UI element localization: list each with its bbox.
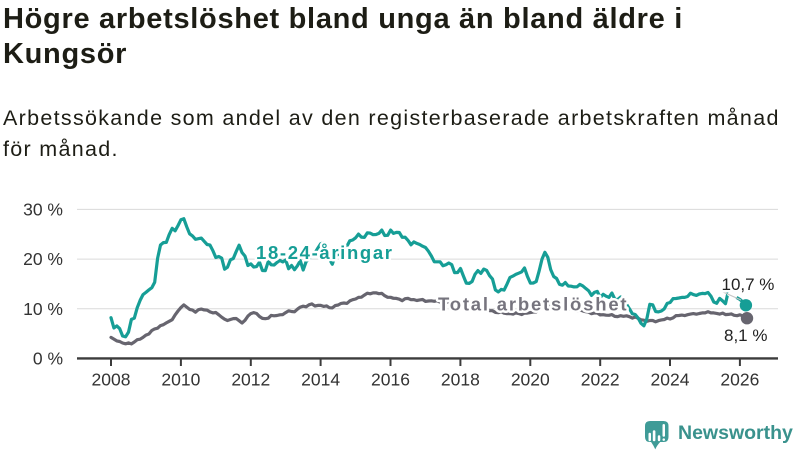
svg-text:2012: 2012 <box>231 370 270 390</box>
svg-text:2022: 2022 <box>581 370 620 390</box>
svg-text:10,7 %: 10,7 % <box>722 275 775 294</box>
svg-text:20 %: 20 % <box>23 249 63 269</box>
svg-text:Newsworthy: Newsworthy <box>678 422 793 444</box>
svg-text:2024: 2024 <box>651 370 690 390</box>
svg-text:2010: 2010 <box>161 370 200 390</box>
svg-text:10 %: 10 % <box>23 299 63 319</box>
svg-text:18-24-åringar: 18-24-åringar <box>256 242 394 263</box>
svg-text:2018: 2018 <box>441 370 480 390</box>
svg-text:2020: 2020 <box>511 370 550 390</box>
svg-text:2008: 2008 <box>92 370 131 390</box>
svg-text:2014: 2014 <box>301 370 340 390</box>
svg-text:Total arbetslöshet: Total arbetslöshet <box>438 294 628 315</box>
svg-text:0 %: 0 % <box>33 349 63 369</box>
svg-text:2016: 2016 <box>371 370 410 390</box>
svg-text:2026: 2026 <box>720 370 759 390</box>
svg-text:8,1 %: 8,1 % <box>724 326 767 345</box>
svg-text:30 %: 30 % <box>23 199 63 219</box>
